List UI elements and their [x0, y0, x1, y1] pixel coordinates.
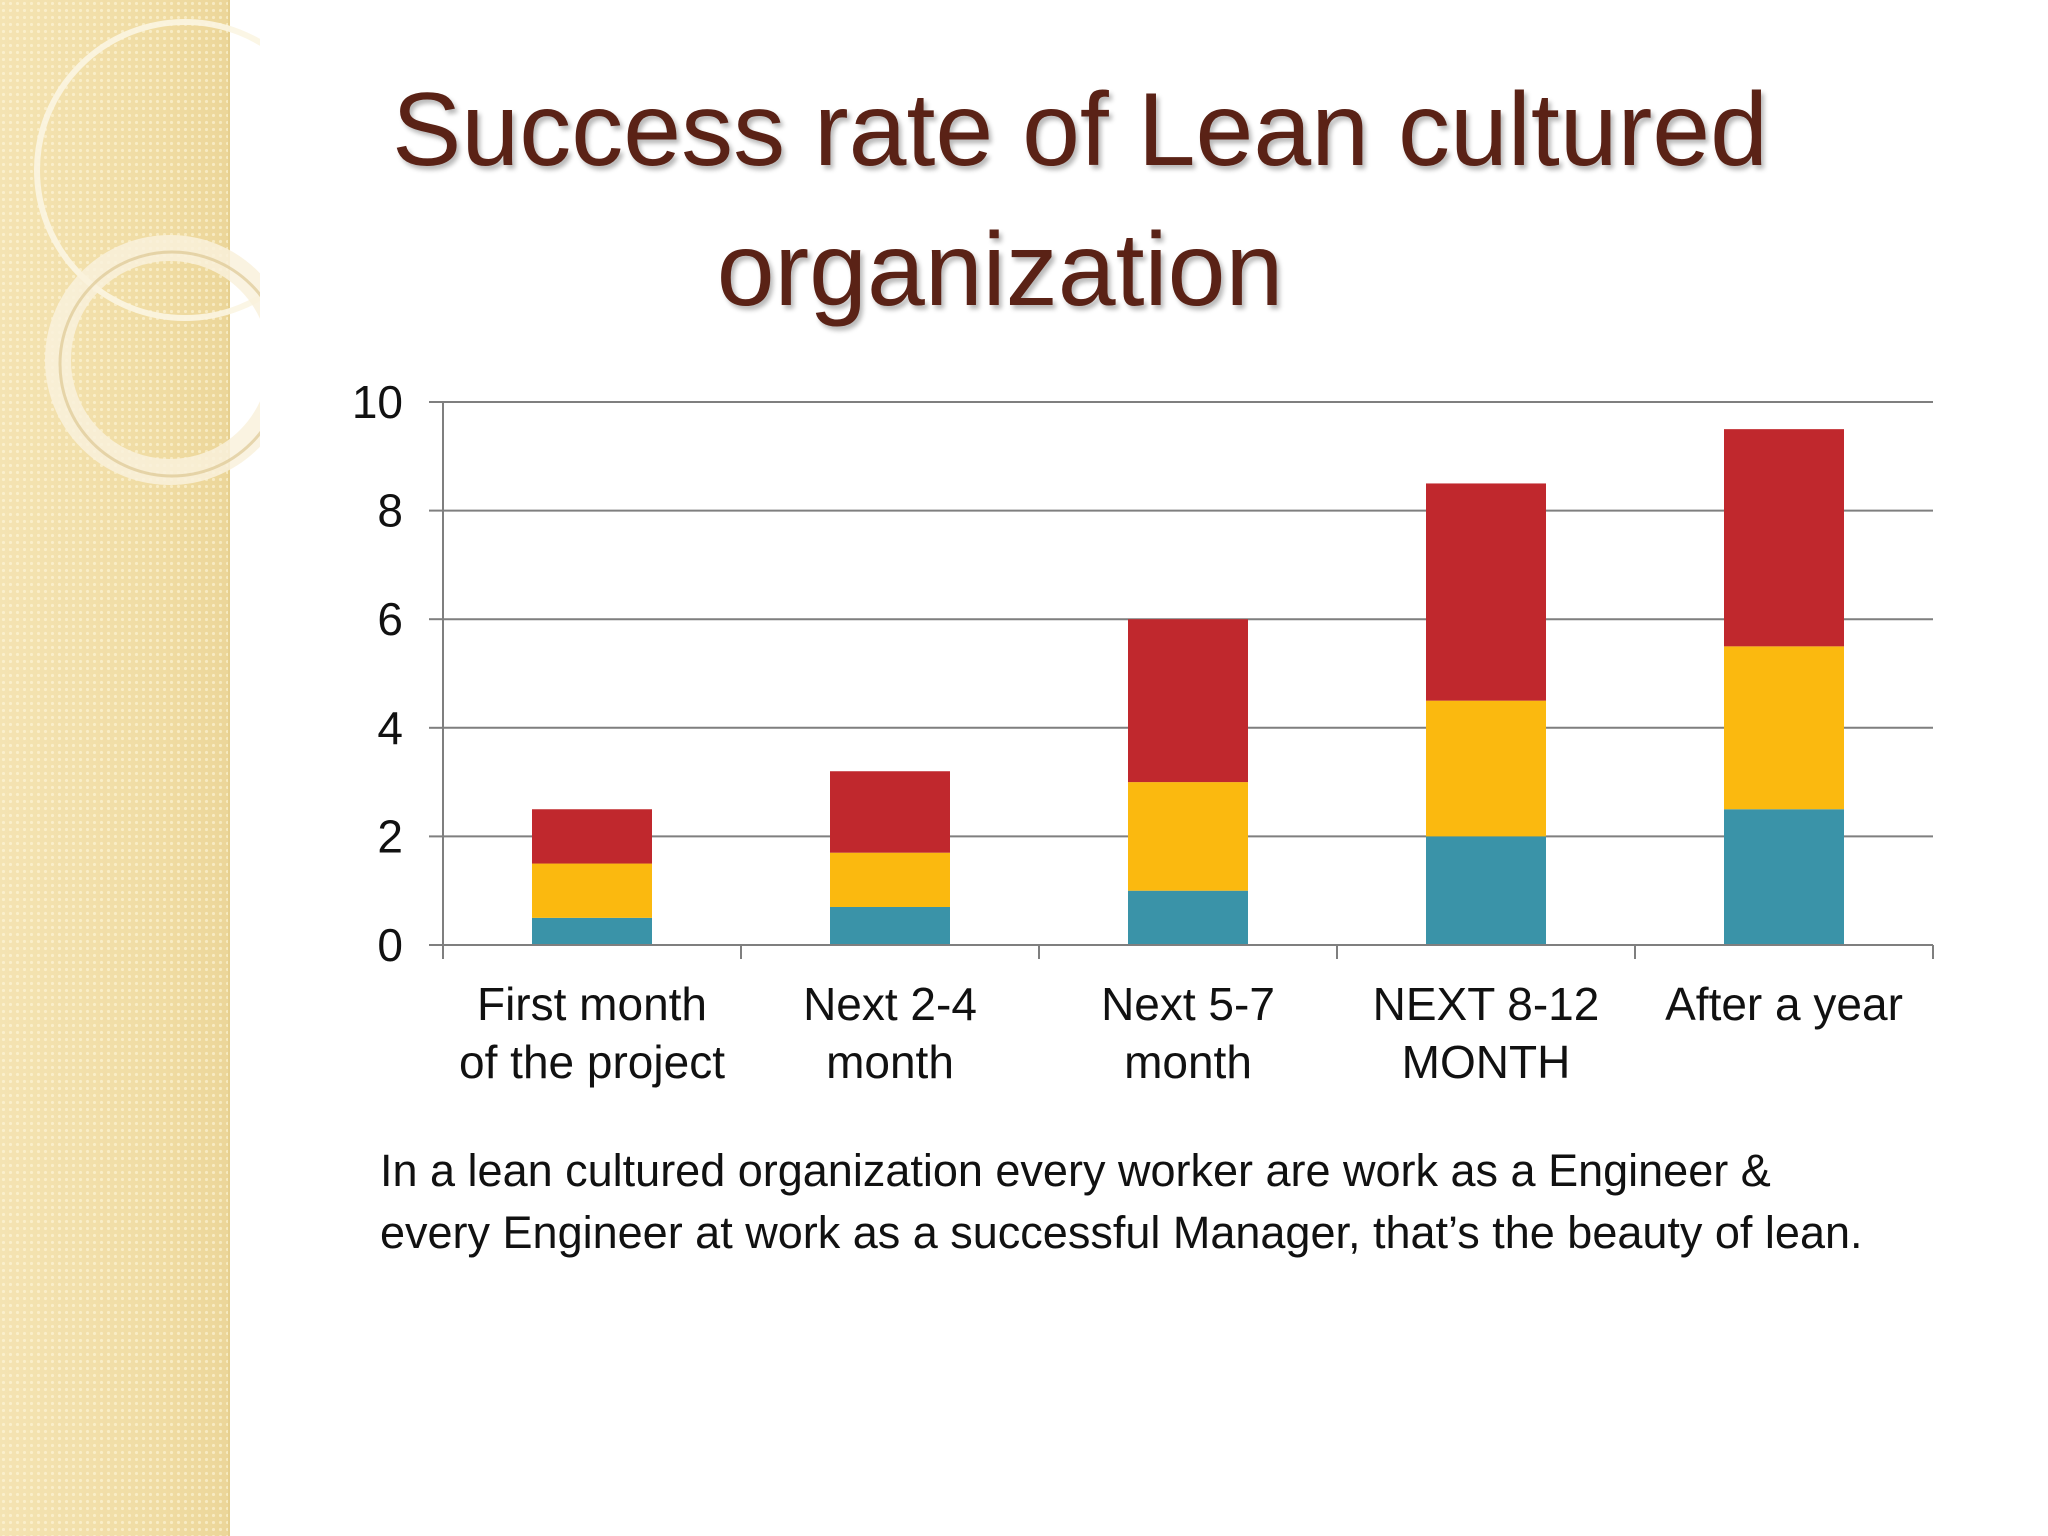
y-tick-label: 6	[377, 593, 403, 645]
stacked-bar-chart: 0 2 4 6 8 10 First month of the project Next 2-4…	[352, 376, 1934, 1088]
x-category-label: of the project	[459, 1036, 725, 1088]
y-tick-label: 4	[377, 702, 403, 754]
x-category-label: month	[1124, 1036, 1252, 1088]
bar-segment	[830, 906, 950, 945]
bar-segment	[1724, 429, 1844, 647]
bar-segment	[1128, 782, 1248, 891]
decorative-side-strip	[0, 0, 260, 1536]
bar-segment	[1128, 619, 1248, 783]
small-ring	[45, 235, 260, 485]
bar-segment	[1724, 809, 1844, 945]
x-category-label: After a year	[1665, 978, 1903, 1030]
y-tick-label: 2	[377, 810, 403, 862]
bar-segment	[532, 863, 652, 918]
bar-segment	[1128, 890, 1248, 945]
bar-segment	[532, 809, 652, 864]
bar-segment	[1724, 646, 1844, 810]
bar-segment	[830, 852, 950, 907]
slide-title-line1: Success rate of Lean cultured	[392, 72, 1768, 188]
x-category-label: First month	[477, 978, 707, 1030]
bar-segment	[1426, 700, 1546, 837]
x-category-label: NEXT 8-12	[1373, 978, 1600, 1030]
y-tick-label: 8	[377, 485, 403, 537]
x-category-label: Next 2-4	[803, 978, 977, 1030]
bar-segment	[532, 917, 652, 945]
x-category-label: month	[826, 1036, 954, 1088]
bar-segment	[830, 771, 950, 853]
slide-title-line2: organization	[716, 212, 1284, 328]
x-category-label: Next 5-7	[1101, 978, 1275, 1030]
slide-title: Success rate of Lean cultured organizati…	[330, 60, 1830, 340]
slide-caption: In a lean cultured organization every wo…	[380, 1145, 1863, 1258]
y-tick-label: 0	[377, 919, 403, 971]
x-category-label: MONTH	[1402, 1036, 1571, 1088]
bar-segment	[1426, 483, 1546, 701]
large-ring	[34, 19, 260, 321]
decorative-rings	[34, 19, 260, 485]
small-ring-shadow	[58, 250, 260, 478]
y-tick-label: 10	[352, 376, 403, 428]
bar-segment	[1426, 836, 1546, 945]
